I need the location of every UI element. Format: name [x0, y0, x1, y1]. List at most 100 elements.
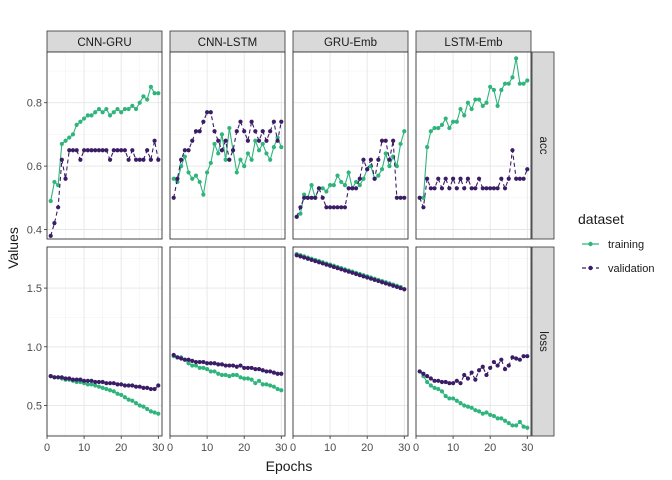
panel-lstm-emb-acc-series-training-point: [439, 122, 445, 127]
panel-gru-emb-acc-series-validation-point: [294, 214, 299, 219]
panel-gru-emb-loss-series-validation-point: [402, 287, 407, 292]
panel-gru-emb-loss-bg: [293, 247, 408, 436]
panel-lstm-emb-loss-series-validation-point: [514, 356, 519, 361]
panel-lstm-emb-loss-series-validation-point: [428, 376, 433, 381]
panel-cnn-gru-acc-series-training-point: [115, 106, 120, 112]
panel-gru-emb-acc-series-training-point: [335, 173, 340, 178]
panel-lstm-emb-loss-series-validation-point: [465, 376, 471, 381]
panel-gru-emb-acc-series-validation-point: [331, 205, 336, 210]
panel-lstm-emb-acc-series-training-point: [432, 125, 437, 131]
panel-lstm-emb-loss-series-validation-point: [458, 381, 463, 386]
panel-gru-emb-loss-series-validation-point: [335, 266, 340, 271]
panel-gru-emb-loss-series-validation-point: [339, 267, 344, 272]
panel-cnn-lstm-loss-series-validation-point: [249, 365, 254, 371]
panel-lstm-emb-acc-series-validation-point: [458, 176, 463, 181]
panel-cnn-gru-acc-series-validation-point: [96, 148, 102, 153]
panel-cnn-gru-loss-series-validation-point: [52, 375, 57, 380]
panel-gru-emb-acc-series-training-point: [331, 183, 336, 188]
panel-cnn-gru-loss-series-training-point: [126, 397, 131, 402]
panel-lstm-emb-acc-series-training-point: [506, 81, 511, 86]
panel-gru-emb-loss-series-validation-point: [376, 278, 381, 284]
panel-cnn-gru-loss-series-validation-point: [70, 377, 76, 382]
panel-cnn-lstm-acc-series-validation-point: [271, 119, 276, 124]
panel-cnn-gru-acc-series-validation-point: [74, 148, 79, 153]
panel-cnn-lstm-loss-series-training-point: [230, 372, 236, 378]
panel-lstm-emb-loss-series-training-point: [521, 424, 526, 429]
panel-gru-emb-acc-series-validation-point: [387, 157, 392, 162]
panel-cnn-gru-acc-series-training-point: [137, 100, 142, 105]
panel-cnn-gru-acc-y-tick-label: 0.8: [27, 98, 42, 110]
panel-cnn-gru-acc-series-validation-point: [148, 157, 153, 162]
panel-gru-emb-acc-series-training-point: [339, 179, 344, 185]
panel-gru-emb-loss-x-tick-label: 0: [290, 442, 296, 454]
panel-lstm-emb-acc-series-training-point: [510, 75, 515, 80]
panel-cnn-gru-loss-series-training-point: [148, 409, 153, 414]
panel-gru-emb-acc-series-validation-point: [357, 176, 362, 181]
panel-gru-emb-loss-border: [292, 246, 409, 437]
legend: dataset training validation: [578, 211, 654, 275]
panel-cnn-lstm-loss-series-validation-point: [204, 361, 210, 366]
panel-cnn-lstm-loss-series-training-point: [216, 371, 221, 376]
panel-gru-emb-acc-series-validation-point: [361, 157, 366, 162]
panel-cnn-gru-acc-series-validation-point: [107, 157, 113, 162]
panel-cnn-gru-loss-series-training-point: [96, 384, 102, 389]
panel-cnn-gru-loss-bg: [47, 247, 162, 436]
panel-lstm-emb-loss-series-validation-point: [517, 357, 522, 362]
panel-cnn-gru-acc-border: [46, 51, 163, 240]
panel-cnn-gru-acc-series-training-point: [126, 106, 131, 112]
panel-gru-emb-acc-series-training-point: [320, 186, 325, 191]
panel-cnn-gru-acc-series-validation-point: [48, 233, 53, 238]
panel-lstm-emb-loss-series-training-point: [502, 418, 508, 423]
panel-cnn-gru-acc-series-validation-point: [119, 148, 124, 153]
panel-cnn-lstm-loss-series-validation-point: [208, 361, 213, 366]
panel-lstm-emb-loss: 0 10 20 30: [413, 246, 533, 454]
panel-cnn-lstm-acc-series-training-point: [275, 135, 280, 140]
panel-gru-emb-acc-series-training-point: [353, 179, 359, 185]
panel-lstm-emb-acc-series-training-point: [469, 106, 474, 112]
panel-cnn-gru-loss-x-tick-label: 0: [44, 442, 50, 454]
panel-lstm-emb-acc-series-validation-point: [502, 186, 508, 191]
panel-cnn-lstm-acc-series-training-point: [219, 132, 225, 137]
panel-cnn-gru-loss-series-validation-point: [126, 383, 131, 388]
facet-strip-lstm-emb: LSTM-Emb: [415, 30, 532, 53]
panel-cnn-gru-acc-series-training-point: [74, 122, 79, 127]
panel-lstm-emb-loss-x-tick-label: 10: [447, 442, 459, 454]
panel-gru-emb-loss-series-validation-point: [309, 257, 314, 263]
panel-cnn-gru-acc-series-training-point: [70, 132, 76, 137]
panel-lstm-emb-loss-series-training-point: [480, 411, 485, 416]
panel-cnn-lstm-acc-series-validation-point: [197, 129, 202, 134]
panel-lstm-emb-acc-series-training-point: [514, 56, 519, 61]
panel-cnn-lstm-acc-series-validation-point: [249, 119, 254, 124]
panel-cnn-lstm-acc-series-training-point: [271, 144, 276, 150]
panel-cnn-gru-acc-series-validation-point: [145, 148, 150, 153]
panel-cnn-gru-loss-series-training-point: [137, 403, 142, 408]
facet-strip-cnn-gru: CNN-GRU: [46, 30, 163, 53]
panel-lstm-emb-loss-series-validation: [417, 354, 530, 386]
panel-lstm-emb-loss-series-validation-point: [499, 357, 504, 362]
panel-lstm-emb-loss-series-validation-point: [473, 377, 478, 382]
panel-cnn-lstm-acc-series-training-point: [216, 151, 221, 156]
panel-lstm-emb-acc-series-training-point: [502, 81, 508, 86]
panel-lstm-emb-loss-series-training-point: [514, 423, 519, 428]
panel-cnn-lstm-acc-series-training-point: [234, 170, 239, 175]
panel-lstm-emb-loss-series-validation-point: [432, 378, 437, 383]
panel-cnn-lstm-loss-series-validation-point: [227, 363, 232, 368]
x-axis-title: Epochs: [266, 458, 313, 474]
panel-cnn-lstm-acc-series-training-point: [268, 157, 273, 162]
panel-lstm-emb-loss-series-validation-point: [476, 368, 482, 373]
panel-lstm-emb-loss-series-training-point: [458, 401, 463, 406]
panel-lstm-emb-acc-series-validation-point: [517, 176, 522, 181]
panel-cnn-lstm-acc-series-training-point: [197, 179, 202, 185]
panel-cnn-lstm-loss-series-training-point: [253, 381, 258, 386]
y-axis-title: Values: [5, 227, 21, 269]
panel-cnn-lstm-acc-series-validation-point: [275, 138, 280, 143]
panel-lstm-emb-acc-series-validation-point: [473, 186, 478, 191]
panel-cnn-gru-loss-series-validation-point: [78, 377, 83, 382]
facet-strip-label-acc: acc: [537, 137, 549, 155]
panel-lstm-emb-loss-series-validation-point: [484, 372, 489, 378]
panel-lstm-emb-loss-series-training-point: [495, 416, 500, 421]
panel-lstm-emb-acc-series-training-point: [421, 195, 426, 200]
panel-cnn-lstm-loss-series-validation-point: [271, 370, 276, 375]
panel-gru-emb-loss-series-validation-point: [324, 262, 329, 267]
panel-cnn-lstm-loss-series-validation-point: [230, 363, 236, 368]
